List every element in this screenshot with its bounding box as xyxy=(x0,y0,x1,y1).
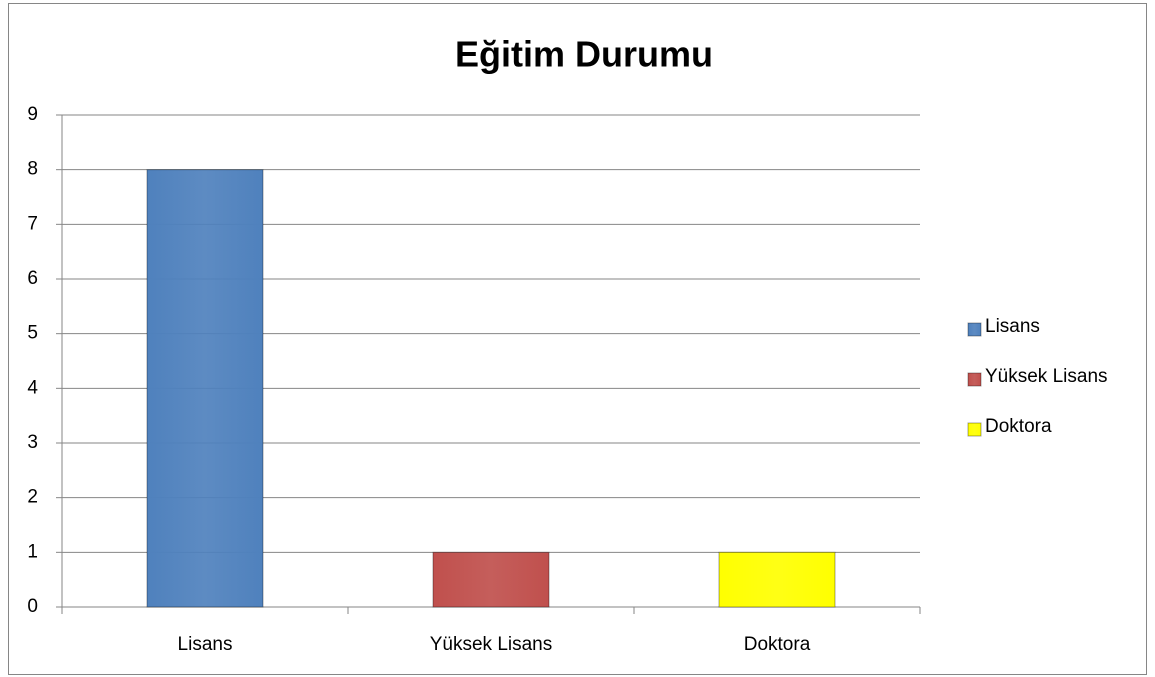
legend-swatch xyxy=(967,322,982,337)
bar xyxy=(432,551,550,608)
y-tick-label: 0 xyxy=(27,596,38,617)
y-tick-label: 7 xyxy=(27,213,38,234)
y-tick-label: 5 xyxy=(27,323,38,344)
y-tick-label: 4 xyxy=(27,377,38,398)
x-tick-label: Lisans xyxy=(178,634,233,655)
bar xyxy=(718,551,836,608)
x-tick-label: Yüksek Lisans xyxy=(430,634,553,655)
y-tick-label: 2 xyxy=(27,487,38,508)
legend-label: Lisans xyxy=(985,316,1040,337)
legend-swatch xyxy=(967,422,982,437)
bar xyxy=(146,169,264,608)
y-tick-label: 8 xyxy=(27,159,38,180)
y-tick-label: 1 xyxy=(27,541,38,562)
x-tick-label: Doktora xyxy=(744,634,811,655)
legend-label: Yüksek Lisans xyxy=(985,366,1108,387)
chart-title: Eğitim Durumu xyxy=(455,34,713,75)
y-tick-label: 3 xyxy=(27,432,38,453)
y-tick-label: 9 xyxy=(27,104,38,125)
legend-swatch xyxy=(967,372,982,387)
y-tick-label: 6 xyxy=(27,268,38,289)
legend-label: Doktora xyxy=(985,416,1052,437)
